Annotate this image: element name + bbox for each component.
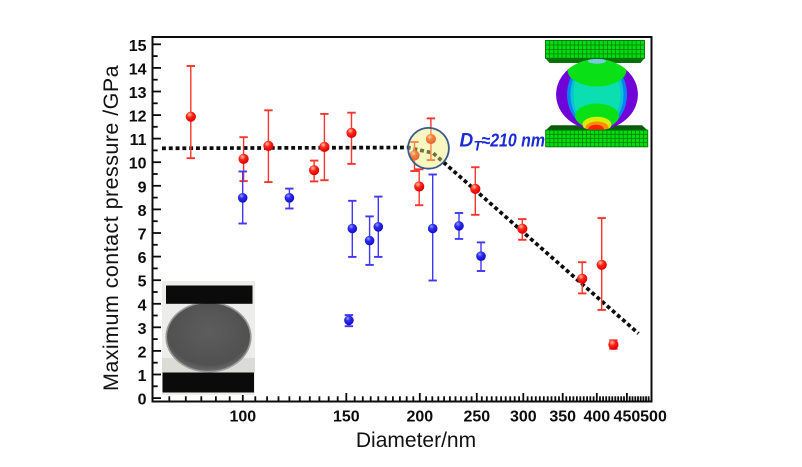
svg-text:400: 400 bbox=[583, 409, 610, 426]
svg-text:4: 4 bbox=[138, 297, 147, 314]
svg-text:2: 2 bbox=[138, 344, 147, 361]
svg-text:13: 13 bbox=[129, 85, 147, 102]
svg-text:12: 12 bbox=[129, 109, 147, 126]
svg-text:150: 150 bbox=[333, 409, 360, 426]
svg-text:7: 7 bbox=[138, 227, 147, 244]
svg-text:10: 10 bbox=[129, 156, 147, 173]
svg-text:T: T bbox=[474, 139, 484, 154]
svg-text:0: 0 bbox=[138, 392, 147, 409]
svg-text:6: 6 bbox=[138, 250, 147, 267]
svg-text:11: 11 bbox=[130, 132, 147, 149]
svg-text:100: 100 bbox=[229, 409, 256, 426]
svg-text:8: 8 bbox=[138, 203, 147, 220]
svg-text:1: 1 bbox=[138, 368, 147, 385]
svg-text:250: 250 bbox=[463, 409, 490, 426]
svg-text:D: D bbox=[460, 131, 474, 152]
svg-text:14: 14 bbox=[129, 61, 147, 78]
svg-text:Maximum contact pressure /GPa: Maximum contact pressure /GPa bbox=[99, 65, 123, 391]
svg-text:≈210 nm: ≈210 nm bbox=[482, 131, 546, 151]
svg-text:300: 300 bbox=[510, 409, 537, 426]
svg-text:350: 350 bbox=[549, 409, 576, 426]
svg-text:450: 450 bbox=[614, 409, 641, 426]
svg-text:200: 200 bbox=[406, 409, 433, 426]
svg-text:5: 5 bbox=[138, 274, 147, 291]
svg-text:Diameter/nm: Diameter/nm bbox=[356, 429, 476, 452]
svg-text:500: 500 bbox=[640, 409, 667, 426]
svg-text:15: 15 bbox=[129, 38, 147, 55]
svg-text:3: 3 bbox=[138, 321, 147, 338]
svg-text:9: 9 bbox=[138, 179, 147, 196]
